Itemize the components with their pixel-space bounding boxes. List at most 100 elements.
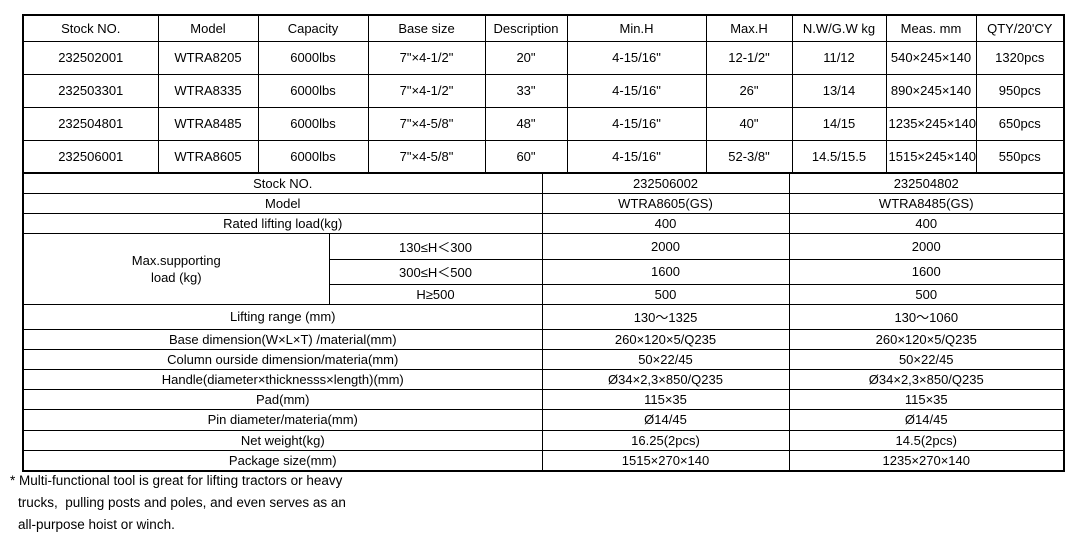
spec-row-handle: Handle(diameter×thicknesss×length)(mm) Ø… [22, 369, 1065, 391]
spec-row-pin-diameter: Pin diameter/materia(mm) Ø14/45 Ø14/45 [22, 409, 1065, 431]
cell-model: WTRA8335 [157, 73, 259, 108]
header-row: Stock NO. Model Capacity Base size Descr… [22, 14, 1065, 42]
cell-nw-gw: 14/15 [791, 106, 887, 141]
cell-min-h: 4-15/16" [566, 73, 707, 108]
spec-value-col1: 400 [541, 213, 790, 235]
spec-value-col1: 50×22/45 [541, 349, 790, 371]
footnote-line-1: * Multi-functional tool is great for lif… [10, 473, 343, 488]
spec-value-col1: 1515×270×140 [541, 449, 790, 472]
cell-description: 60" [484, 139, 568, 174]
cell-capacity: 6000lbs [257, 106, 369, 141]
cell-meas: 540×245×140 [885, 40, 977, 75]
spec-row-package-size: Package size(mm) 1515×270×140 1235×270×1… [22, 449, 1065, 472]
spec-row-stock-no: Stock NO. 232506002 232504802 [22, 172, 1065, 195]
spec-row-pad: Pad(mm) 115×35 115×35 [22, 389, 1065, 411]
spec-label: Net weight(kg) [22, 429, 543, 451]
spec-value-col1: 1600 [541, 258, 790, 285]
footnote-line-3: all-purpose hoist or winch. [18, 517, 175, 532]
cell-nw-gw: 14.5/15.5 [791, 139, 887, 174]
spec-row-lifting-range: Lifting range (mm) 130～1325 130～1060 [22, 303, 1065, 330]
spec-row-rated-lifting-load: Rated lifting load(kg) 400 400 [22, 213, 1065, 235]
spec-value-col1: 2000 [541, 233, 790, 260]
spec-label: Model [22, 193, 543, 215]
spec-label: Pad(mm) [22, 389, 543, 411]
spec-value-col2: Ø34×2,3×850/Q235 [788, 369, 1065, 391]
spec-value-col2: 2000 [788, 233, 1065, 260]
spec-row-max-supporting-3: H≥500 500 500 [23, 283, 1065, 305]
spec-label: Lifting range (mm) [22, 303, 543, 330]
cell-description: 48" [484, 106, 568, 141]
spec-row-net-weight: Net weight(kg) 16.25(2pcs) 14.5(2pcs) [22, 429, 1065, 451]
cell-base-size: 7"×4-1/2" [367, 40, 486, 75]
cell-max-h: 12-1/2" [705, 40, 793, 75]
spec-label: Column ourside dimension/materia(mm) [22, 349, 543, 371]
column-header-model: Model [157, 14, 259, 42]
spec-value-col2: 1600 [788, 258, 1065, 285]
cell-base-size: 7"×4-5/8" [367, 139, 486, 174]
product-overview-table: Stock NO. Model Capacity Base size Descr… [22, 14, 1065, 174]
spec-value-col1: 232506002 [541, 172, 790, 195]
spec-value-col1: Ø14/45 [541, 409, 790, 431]
cell-nw-gw: 11/12 [791, 40, 887, 75]
cell-model: WTRA8485 [157, 106, 259, 141]
cell-stock-no: 232506001 [22, 139, 159, 174]
spec-row-column-outside-dimension: Column ourside dimension/materia(mm) 50×… [22, 349, 1065, 371]
spec-value-col2: 1235×270×140 [788, 449, 1065, 472]
cell-capacity: 6000lbs [257, 40, 369, 75]
footnote: * Multi-functional tool is great for lif… [10, 470, 346, 536]
cell-description: 33" [484, 73, 568, 108]
footnote-line-2: trucks, pulling posts and poles, and eve… [18, 495, 346, 510]
spec-value-col2: WTRA8485(GS) [788, 193, 1065, 215]
spec-label: Rated lifting load(kg) [22, 213, 543, 235]
spec-label: Package size(mm) [22, 449, 543, 472]
cell-min-h: 4-15/16" [566, 106, 707, 141]
column-header-qty: QTY/20'CY [975, 14, 1065, 42]
spec-label-max-supporting: Max.supporting load (kg) [22, 233, 330, 305]
spec-value-col1: 115×35 [541, 389, 790, 411]
spec-row-max-supporting-2: 300≤H＜500 1600 1600 [23, 258, 1065, 285]
cell-model: WTRA8605 [157, 139, 259, 174]
column-header-stock-no: Stock NO. [22, 14, 159, 42]
spec-value-col2: 260×120×5/Q235 [788, 328, 1065, 351]
cell-base-size: 7"×4-5/8" [367, 106, 486, 141]
spec-label: Handle(diameter×thicknesss×length)(mm) [22, 369, 543, 391]
spec-value-col2: 130～1060 [788, 303, 1065, 330]
spec-label: Base dimension(W×L×T) /material(mm) [22, 328, 543, 351]
spec-value-col2: 115×35 [788, 389, 1065, 411]
column-header-base-size: Base size [367, 14, 486, 42]
spec-value-col2: 400 [788, 213, 1065, 235]
spec-value-col1: 260×120×5/Q235 [541, 328, 790, 351]
cell-capacity: 6000lbs [257, 73, 369, 108]
spec-label: Pin diameter/materia(mm) [22, 409, 543, 431]
cell-max-h: 26" [705, 73, 793, 108]
spec-condition: 300≤H＜500 [328, 258, 543, 285]
cell-model: WTRA8205 [157, 40, 259, 75]
cell-min-h: 4-15/16" [566, 40, 707, 75]
column-header-min-h: Min.H [566, 14, 707, 42]
table-row: 232502001 WTRA8205 6000lbs 7"×4-1/2" 20"… [22, 40, 1065, 75]
cell-stock-no: 232504801 [22, 106, 159, 141]
spec-row-base-dimension: Base dimension(W×L×T) /material(mm) 260×… [22, 328, 1065, 351]
table-row: 232506001 WTRA8605 6000lbs 7"×4-5/8" 60"… [22, 139, 1065, 174]
cell-stock-no: 232503301 [22, 73, 159, 108]
cell-min-h: 4-15/16" [566, 139, 707, 174]
spec-label: Stock NO. [22, 172, 543, 195]
column-header-meas: Meas. mm [885, 14, 977, 42]
spec-value-col1: WTRA8605(GS) [541, 193, 790, 215]
table-row: 232504801 WTRA8485 6000lbs 7"×4-5/8" 48"… [22, 106, 1065, 141]
spec-value-col2: 232504802 [788, 172, 1065, 195]
cell-meas: 1515×245×140 [885, 139, 977, 174]
cell-qty: 550pcs [975, 139, 1065, 174]
spec-value-col2: 500 [788, 283, 1065, 305]
cell-max-h: 52-3/8" [705, 139, 793, 174]
cell-max-h: 40" [705, 106, 793, 141]
spec-value-col1: 16.25(2pcs) [541, 429, 790, 451]
cell-qty: 950pcs [975, 73, 1065, 108]
spec-row-model: Model WTRA8605(GS) WTRA8485(GS) [22, 193, 1065, 215]
spec-value-col2: Ø14/45 [788, 409, 1065, 431]
spec-value-col1: 130～1325 [541, 303, 790, 330]
cell-description: 20" [484, 40, 568, 75]
cell-meas: 1235×245×140 [885, 106, 977, 141]
gs-spec-table: Stock NO. 232506002 232504802 Model WTRA… [22, 172, 1065, 472]
